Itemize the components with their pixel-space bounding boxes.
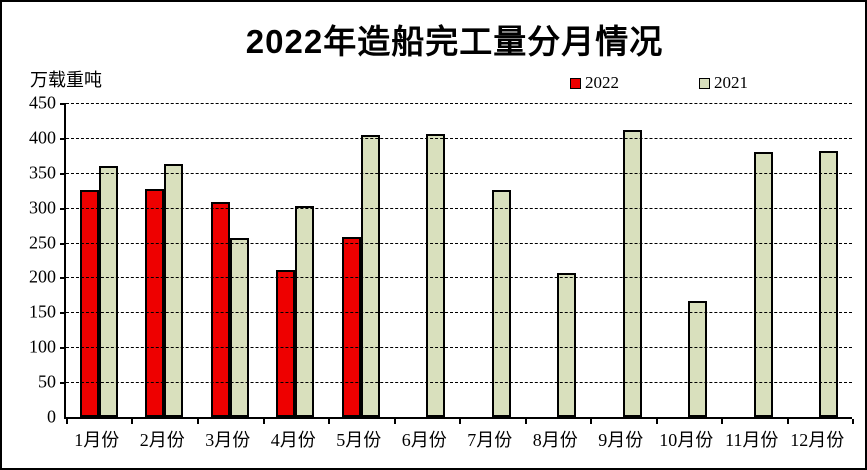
gridline-350 bbox=[66, 172, 852, 174]
x-tick-11 bbox=[786, 419, 789, 424]
bar-group-4月份 bbox=[263, 103, 329, 417]
y-tick-label-300: 300 bbox=[29, 197, 56, 218]
x-axis-label-5月份: 5月份 bbox=[336, 430, 382, 450]
bar-2021-6月份 bbox=[426, 133, 446, 417]
bar-group-8月份 bbox=[525, 103, 591, 417]
y-tick-label-50: 50 bbox=[38, 371, 56, 392]
y-tick-350 bbox=[60, 172, 66, 175]
bar-2021-1月份 bbox=[98, 165, 118, 417]
bar-2022-4月份 bbox=[276, 269, 296, 417]
x-tick-6 bbox=[459, 419, 461, 424]
bar-2022-1月份 bbox=[79, 190, 99, 417]
bar-group-9月份 bbox=[590, 103, 656, 417]
x-axis-label-4月份: 4月份 bbox=[270, 430, 316, 450]
gridline-400 bbox=[66, 137, 852, 139]
legend-label-2022: 2022 bbox=[585, 73, 619, 92]
bar-group-6月份 bbox=[394, 103, 460, 417]
legend-swatch-2022 bbox=[570, 77, 581, 89]
y-tick-200 bbox=[60, 277, 66, 280]
x-tick-2 bbox=[196, 419, 199, 424]
x-tick-1 bbox=[131, 419, 134, 424]
bar-group-3月份 bbox=[197, 103, 263, 417]
x-tick-4 bbox=[327, 419, 330, 424]
x-axis-label-1月份: 1月份 bbox=[74, 430, 120, 450]
bar-groups bbox=[66, 103, 852, 417]
legend-item-2022: 2022 bbox=[570, 73, 619, 93]
y-axis-labels: 450 400 350 300 250 200 150 100 50 0 bbox=[2, 93, 56, 427]
y-tick-label-250: 250 bbox=[29, 232, 56, 253]
y-tick-label-0: 0 bbox=[47, 406, 56, 427]
bar-2021-8月份 bbox=[557, 272, 577, 417]
x-axis-labels: 1月份 2月份 3月份 4月份 5月份 6月份 7月份 8月份 9月份 10月份 11月份 12月份 bbox=[64, 426, 850, 452]
bar-2021-11月份 bbox=[753, 151, 773, 417]
y-tick-250 bbox=[60, 242, 66, 245]
bar-group-5月份 bbox=[328, 103, 394, 417]
bar-group-12月份 bbox=[787, 103, 853, 417]
y-tick-label-400: 400 bbox=[29, 127, 56, 148]
y-tick-label-350: 350 bbox=[29, 162, 56, 183]
gridline-200 bbox=[66, 277, 852, 279]
x-tick-3 bbox=[262, 419, 265, 424]
x-tick-5 bbox=[393, 419, 396, 424]
x-axis-label-7月份: 7月份 bbox=[467, 430, 513, 450]
y-tick-150 bbox=[60, 312, 66, 315]
bar-2022-5月份 bbox=[341, 236, 361, 417]
bar-2021-3月份 bbox=[229, 238, 249, 417]
bar-2021-5月份 bbox=[360, 135, 380, 417]
x-tick-0 bbox=[66, 419, 68, 424]
y-tick-label-100: 100 bbox=[29, 336, 56, 357]
bar-2021-12月份 bbox=[819, 151, 839, 417]
legend-item-2021: 2021 bbox=[699, 73, 748, 93]
y-tick-50 bbox=[60, 382, 66, 385]
x-axis-label-8月份: 8月份 bbox=[532, 430, 578, 450]
x-tick-7 bbox=[524, 419, 527, 424]
legend-label-2021: 2021 bbox=[714, 73, 748, 92]
x-axis-label-11月份: 11月份 bbox=[725, 430, 779, 450]
bar-group-7月份 bbox=[459, 103, 525, 417]
x-tick-9 bbox=[655, 419, 658, 424]
bar-group-10月份 bbox=[656, 103, 722, 417]
gridline-50 bbox=[66, 382, 852, 384]
bar-2022-2月份 bbox=[145, 188, 165, 417]
y-axis-unit-label: 万载重吨 bbox=[30, 70, 102, 90]
bar-2021-7月份 bbox=[491, 190, 511, 417]
legend-swatch-2021 bbox=[699, 77, 710, 89]
x-axis-label-10月份: 10月份 bbox=[659, 430, 714, 450]
y-tick-300 bbox=[60, 207, 66, 210]
gridline-250 bbox=[66, 242, 852, 244]
bar-group-11月份 bbox=[721, 103, 787, 417]
y-tick-100 bbox=[60, 347, 66, 350]
bar-2021-2月份 bbox=[164, 164, 184, 417]
x-axis-label-12月份: 12月份 bbox=[790, 430, 845, 450]
bar-2021-10月份 bbox=[688, 301, 708, 417]
x-axis-label-6月份: 6月份 bbox=[401, 430, 447, 450]
chart-title: 2022年造船完工量分月情况 bbox=[245, 23, 664, 60]
gridline-450 bbox=[66, 103, 852, 104]
y-tick-label-450: 450 bbox=[29, 92, 56, 113]
bar-2022-3月份 bbox=[210, 202, 230, 417]
bar-group-1月份 bbox=[66, 103, 132, 417]
plot-area bbox=[60, 103, 854, 424]
bar-2021-4月份 bbox=[295, 206, 315, 417]
y-tick-450 bbox=[60, 103, 66, 105]
gridline-150 bbox=[66, 312, 852, 314]
x-axis-label-2月份: 2月份 bbox=[139, 430, 185, 450]
y-tick-400 bbox=[60, 137, 66, 140]
x-tick-8 bbox=[589, 419, 592, 424]
gridline-100 bbox=[66, 347, 852, 349]
x-tick-12 bbox=[852, 419, 854, 424]
x-axis-label-3月份: 3月份 bbox=[205, 430, 251, 450]
x-tick-10 bbox=[721, 419, 723, 424]
y-tick-label-150: 150 bbox=[29, 301, 56, 322]
gridline-300 bbox=[66, 207, 852, 209]
bar-2021-9月份 bbox=[622, 129, 642, 417]
bar-group-2月份 bbox=[132, 103, 198, 417]
x-axis-label-9月份: 9月份 bbox=[598, 430, 644, 450]
y-tick-label-200: 200 bbox=[29, 266, 56, 287]
